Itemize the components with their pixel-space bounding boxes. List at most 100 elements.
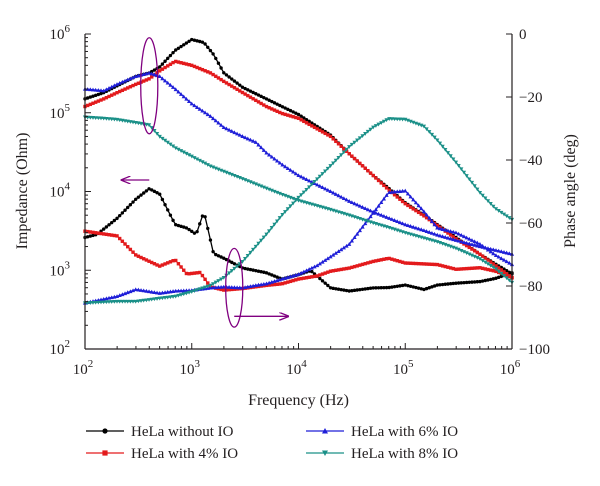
impedance-point [211,72,215,77]
impedance-point [224,73,229,77]
phase-point [181,292,186,297]
phase-point [478,266,482,270]
impedance-point [472,249,477,253]
phase-point [136,254,141,258]
impedance-point [440,234,445,239]
phase-point [424,262,429,266]
phase-point [275,275,279,279]
impedance-point [488,260,493,264]
impedance-point [93,87,98,92]
impedance-point [214,74,218,78]
phase-point [200,286,205,291]
phase-point [421,124,427,129]
phase-point [376,286,381,290]
impedance-point [275,190,280,195]
impedance-point [456,238,461,243]
impedance-point [488,246,493,251]
phase-point [235,285,240,290]
phase-point [414,261,418,266]
phase-point [195,271,199,275]
legend-marker [322,428,328,434]
phase-point [174,223,178,227]
phase-point [278,282,282,286]
impedance-point [419,227,424,232]
phase-point [493,207,499,212]
impedance-point [184,151,189,156]
phase-point [211,282,216,287]
phase-point [448,266,453,270]
impedance-point [176,46,181,50]
impedance-point [251,181,256,186]
impedance-point [178,149,184,153]
impedance-point [122,78,128,83]
impedance-point [227,82,231,87]
phase-point [200,273,205,278]
phase-point [373,207,378,212]
phase-point [246,267,250,271]
phase-point [154,297,160,301]
impedance-point [416,210,421,215]
impedance-point [219,122,224,127]
impedance-point [469,253,475,258]
phase-point [192,231,197,235]
phase-point [438,283,442,287]
impedance-point [501,250,507,254]
impedance-point [96,88,101,92]
impedance-point [320,185,325,190]
phase-point [331,252,336,257]
impedance-point [272,156,277,161]
phase-point [296,195,301,200]
impedance-point [264,97,269,101]
phase-point [459,233,464,237]
impedance-point [494,264,498,268]
impedance-point [323,131,327,136]
impedance-point [278,110,282,115]
phase-point [288,204,293,209]
impedance-point [491,265,496,270]
impedance-point [189,154,194,159]
phase-point [491,251,496,256]
phase-point [93,231,98,235]
impedance-point [360,164,365,168]
impedance-point [168,142,173,147]
impedance-point [216,76,221,80]
phase-point [142,191,146,195]
phase-point [232,285,237,290]
phase-point [198,270,202,275]
impedance-point [379,212,384,217]
phase-point [414,285,418,290]
phase-point [275,219,280,224]
impedance-point [232,79,237,83]
impedance-point [272,101,277,105]
phase-point [451,266,455,271]
impedance-point [296,112,301,117]
impedance-point [115,90,119,95]
impedance-point [93,93,98,98]
impedance-point [203,69,207,73]
impedance-point [403,222,408,227]
impedance-point [192,38,197,42]
phase-point [400,260,405,264]
phase-point [138,299,144,303]
phase-point [349,238,354,243]
impedance-point [373,210,378,215]
phase-point [403,283,407,287]
phase-point [470,266,474,270]
phase-point [93,300,98,305]
phase-point [315,263,320,268]
impedance-point [333,192,338,196]
phase-point [491,204,496,209]
impedance-point [256,142,261,147]
phase-point [114,299,120,304]
phase-point [440,264,445,268]
phase-point [200,214,205,218]
phase-point [299,270,304,275]
x-axis-title: Frequency (Hz) [248,392,349,409]
impedance-point [186,99,192,103]
phase-point [301,190,306,195]
impedance-point [272,108,277,112]
phase-point [262,270,266,274]
impedance-point [170,85,176,89]
impedance-point [437,233,443,238]
impedance-point [136,81,141,85]
